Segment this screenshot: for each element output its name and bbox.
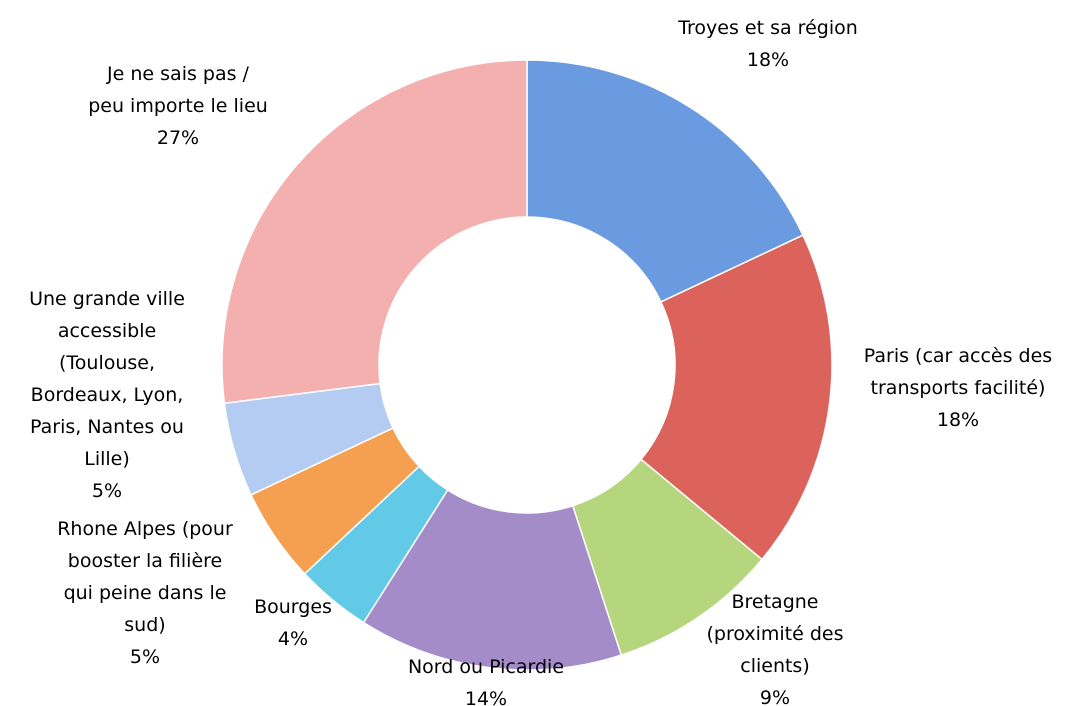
slice-label: Une grande ville accessible (Toulouse, Bord…: [29, 288, 185, 470]
slice: [362, 488, 623, 671]
slice-label: Bourges: [254, 596, 332, 618]
value-label: 18%: [937, 409, 979, 431]
slice-label: Bretagne (proximité des clients): [706, 591, 843, 677]
slice: [526, 59, 804, 303]
slice-label: Je ne sais pas / peu importe le lieu: [88, 63, 268, 117]
value-label: 18%: [747, 49, 789, 71]
value-label: 9%: [760, 687, 790, 706]
value-label: 27%: [157, 127, 199, 149]
slice-label: Nord ou Picardie: [408, 656, 564, 678]
slice: [639, 234, 833, 561]
value-label: 5%: [130, 646, 160, 668]
value-label: 4%: [278, 628, 308, 650]
slice: [221, 59, 528, 405]
slice-label: Paris (car accès des transports facilité): [864, 345, 1052, 399]
value-label: 5%: [92, 480, 122, 502]
slice-label: Troyes et sa région: [677, 17, 858, 39]
slice-label: Rhone Alpes (pour booster la filière qui p…: [57, 518, 233, 636]
value-label: 14%: [465, 688, 507, 706]
